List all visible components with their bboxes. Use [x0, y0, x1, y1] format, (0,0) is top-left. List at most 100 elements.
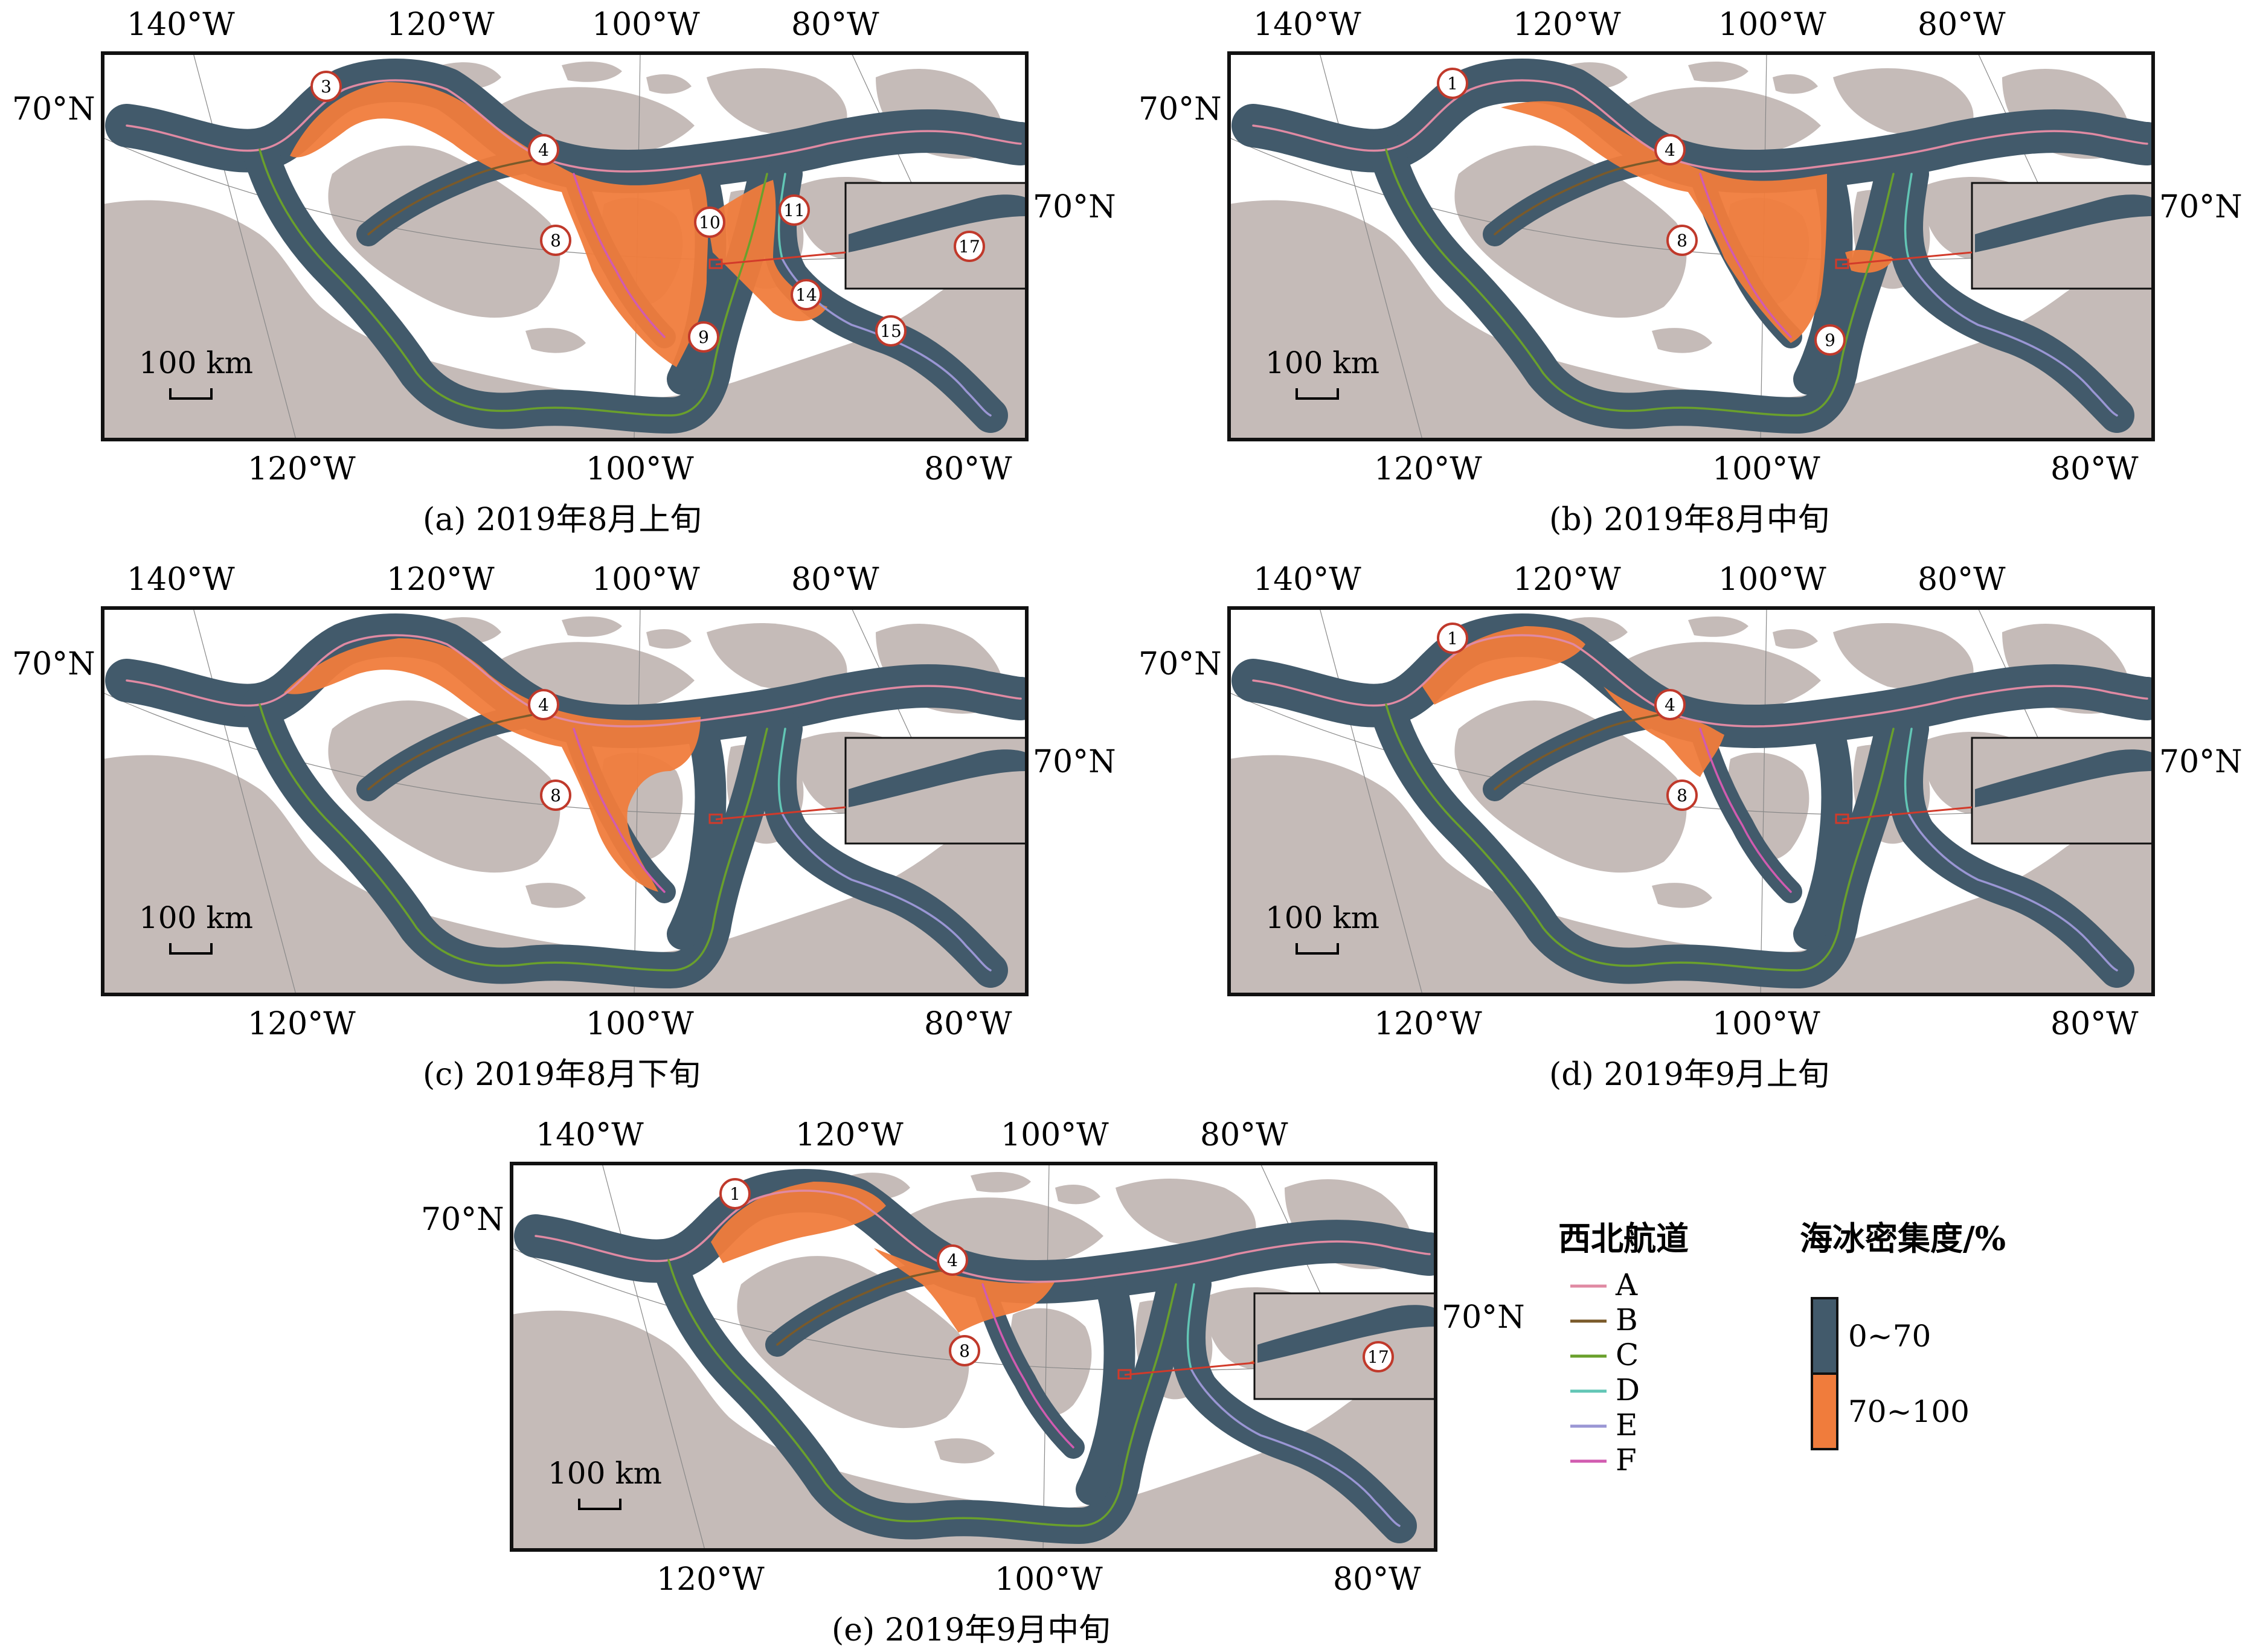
scale-bar: 100 km: [548, 1456, 662, 1510]
strait-number: 8: [550, 231, 561, 251]
panel-c: 48 100 km 140°W 120°W 100°W 80°W 120°W 1…: [12, 562, 1116, 1093]
strait-number: 15: [880, 321, 902, 341]
high-ice-region: [707, 180, 827, 321]
svg-text:120°W: 120°W: [1513, 7, 1621, 43]
legend-swatch-low: [1811, 1297, 1838, 1375]
left-lat-tick: 70°N: [1138, 91, 1222, 127]
strait-number: 14: [795, 285, 817, 305]
svg-text:120°W: 120°W: [387, 562, 495, 598]
svg-text:100°W: 100°W: [1712, 1006, 1820, 1042]
svg-text:100°W: 100°W: [592, 7, 700, 43]
strait-badge: 14: [791, 279, 822, 310]
high-ice-layer: [284, 638, 701, 892]
legend-route-label: E: [1616, 1407, 1638, 1442]
strait-number: 3: [321, 77, 332, 97]
scale-label: 100 km: [548, 1456, 662, 1491]
panel-caption: (b) 2019年8月中旬: [1549, 502, 1829, 538]
strait-badge: 8: [1666, 225, 1698, 256]
svg-text:120°W: 120°W: [248, 1006, 356, 1042]
svg-text:100°W: 100°W: [1718, 562, 1826, 598]
panel-a: 3 4 8 10 11 9 14 15 17 100 km 140°W 120°W 100°W …: [12, 7, 1116, 538]
bottom-ticks: 120°W 100°W 80°W: [1374, 1006, 2139, 1042]
strait-number: 9: [1825, 330, 1835, 350]
svg-text:140°W: 140°W: [1253, 7, 1361, 43]
right-lat-tick: 70°N: [1033, 189, 1116, 225]
strait-number: 17: [1367, 1347, 1389, 1367]
legend-route-label: C: [1616, 1337, 1639, 1372]
bottom-ticks: 120°W 100°W 80°W: [657, 1561, 1421, 1598]
right-lat-tick: 70°N: [2159, 744, 2243, 780]
legend-route-F: F: [1570, 1442, 1637, 1478]
strait-badges: 1 4 8: [1437, 623, 1698, 811]
strait-number: 4: [1665, 140, 1675, 160]
legend-route-B: B: [1570, 1302, 1638, 1337]
panel-caption: (a) 2019年8月上旬: [423, 502, 702, 538]
map-frame: [1227, 606, 2155, 996]
svg-text:140°W: 140°W: [1253, 562, 1361, 598]
strait-badge: 4: [1654, 134, 1686, 165]
svg-text:80°W: 80°W: [791, 562, 879, 598]
svg-text:120°W: 120°W: [248, 451, 356, 487]
top-ticks: 140°W 120°W 100°W 80°W: [127, 7, 879, 43]
strait-number: 17: [958, 237, 980, 257]
svg-text:100°W: 100°W: [995, 1561, 1103, 1598]
svg-text:120°W: 120°W: [1374, 1006, 1482, 1042]
top-ticks: 140°W 120°W 100°W 80°W: [1253, 562, 2006, 598]
top-ticks: 140°W 120°W 100°W 80°W: [127, 562, 879, 598]
svg-text:120°W: 120°W: [795, 1117, 904, 1153]
svg-text:120°W: 120°W: [1374, 451, 1482, 487]
legend-route-D: D: [1570, 1372, 1640, 1407]
strait-badge: 17: [954, 231, 985, 262]
strait-badge: 3: [310, 71, 342, 102]
map-area: 3 4 8 10 11 9 14 15 17 100 km: [103, 53, 1027, 440]
panel-caption: (c) 2019年8月下旬: [423, 1057, 701, 1093]
right-lat-tick: 70°N: [1442, 1299, 1525, 1336]
strait-number: 8: [1677, 786, 1687, 805]
strait-badge: 1: [1437, 623, 1468, 654]
high-ice-region: [1604, 687, 1724, 777]
scale-bar: 100 km: [139, 900, 253, 955]
strait-badge: 8: [540, 225, 571, 256]
scale-label: 100 km: [1265, 900, 1379, 935]
high-ice-region: [1501, 101, 1827, 343]
strait-badge: 4: [937, 1244, 968, 1276]
strait-number: 4: [538, 695, 549, 715]
strait-badge: 1: [719, 1178, 751, 1209]
svg-text:120°W: 120°W: [657, 1561, 765, 1598]
map-area: 1 4 8 17 100 km: [512, 1164, 1436, 1550]
strait-badges: 3 4 8 10 11 9 14 15 17: [310, 71, 985, 353]
panel-caption: (e) 2019年9月中旬: [832, 1612, 1110, 1648]
svg-text:140°W: 140°W: [536, 1117, 644, 1153]
svg-text:100°W: 100°W: [1718, 7, 1826, 43]
strait-number: 1: [1447, 74, 1458, 94]
high-ice-region: [874, 1248, 1055, 1333]
strait-number: 10: [699, 213, 721, 232]
svg-text:100°W: 100°W: [592, 562, 700, 598]
svg-text:100°W: 100°W: [1001, 1117, 1109, 1153]
panel-b: 1 4 8 9 100 km 140°W 120°W 100°W 80°W 120°W…: [1138, 7, 2243, 538]
strait-badges: 48: [528, 689, 571, 811]
svg-text:100°W: 100°W: [586, 451, 694, 487]
map-frame: [101, 51, 1029, 441]
strait-badges: 1 4 8 17: [719, 1178, 1394, 1372]
svg-text:140°W: 140°W: [127, 7, 235, 43]
high-ice-region: [711, 1182, 886, 1263]
bottom-ticks: 120°W 100°W 80°W: [248, 1006, 1012, 1042]
strait-number: 8: [550, 786, 561, 805]
svg-text:80°W: 80°W: [924, 451, 1012, 487]
legend-label-low: 0~70: [1848, 1319, 1931, 1354]
svg-text:100°W: 100°W: [1712, 451, 1820, 487]
map-area: 48 100 km: [103, 608, 1027, 994]
legend-route-C: C: [1570, 1337, 1639, 1372]
high-ice-region: [290, 82, 708, 367]
strait-number: 9: [698, 327, 709, 347]
svg-text:80°W: 80°W: [1200, 1117, 1288, 1153]
legend-route-E: E: [1570, 1407, 1638, 1442]
strait-badge: 8: [540, 780, 571, 811]
strait-number: 8: [959, 1341, 970, 1361]
scale-bar: 100 km: [139, 345, 253, 400]
left-lat-tick: 70°N: [12, 646, 95, 682]
strait-number: 4: [538, 140, 549, 160]
panel-caption: (d) 2019年9月上旬: [1549, 1057, 1829, 1093]
